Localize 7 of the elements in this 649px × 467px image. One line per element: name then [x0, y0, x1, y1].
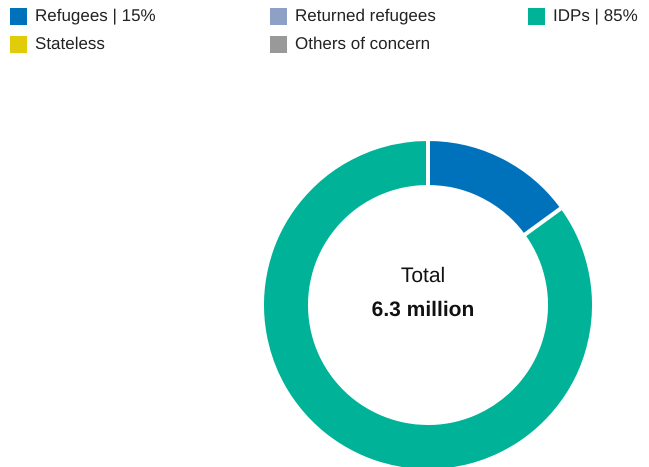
legend-label: Stateless — [35, 34, 105, 54]
text: Total — [400, 264, 446, 287]
text: 6.3 million — [372, 298, 474, 321]
legend-label: Refugees | 15% — [35, 6, 156, 26]
legend-label: Others of concern — [295, 34, 430, 54]
legend-label: Returned refugees — [295, 6, 436, 26]
legend-label: IDPs | 85% — [553, 6, 638, 26]
